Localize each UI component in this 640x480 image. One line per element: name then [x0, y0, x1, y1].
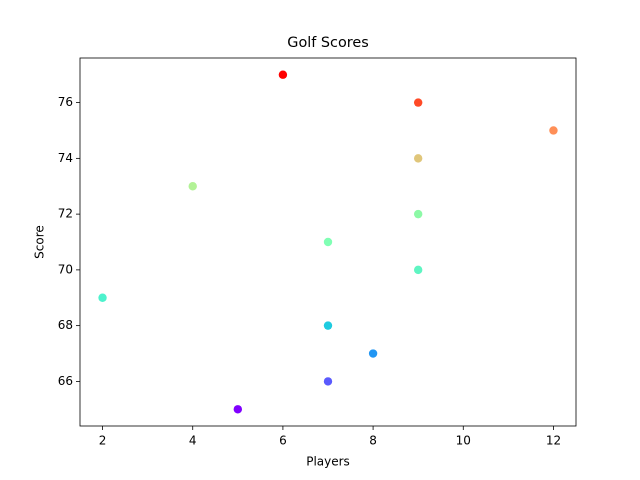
- y-tick-label: 72: [58, 207, 73, 221]
- point: [323, 321, 333, 330]
- point: [413, 265, 423, 275]
- x-axis-label: Players: [306, 455, 350, 469]
- point: [98, 293, 107, 302]
- point: [413, 154, 423, 163]
- plot-frame: [79, 57, 577, 427]
- y-tick-label: 70: [58, 262, 73, 276]
- y-axis-label: Score: [33, 225, 47, 259]
- y-tick-label: 74: [58, 151, 73, 165]
- point: [413, 209, 423, 219]
- y-tick-label: 66: [58, 374, 73, 388]
- point: [413, 98, 423, 107]
- point: [323, 237, 333, 247]
- point: [188, 182, 197, 191]
- x-tick-label: 10: [456, 434, 471, 448]
- point: [278, 70, 288, 79]
- point: [233, 405, 243, 414]
- x-tick-label: 12: [546, 434, 561, 448]
- x-tick-label: 8: [369, 434, 377, 448]
- x-tick-label: 6: [279, 434, 287, 448]
- x-tick-label: 4: [189, 434, 197, 448]
- x-tick-label: 2: [99, 434, 107, 448]
- point: [323, 377, 333, 386]
- point: [368, 349, 378, 358]
- point: [549, 126, 558, 135]
- y-tick-label: 68: [58, 318, 73, 332]
- y-tick-label: 76: [58, 95, 73, 109]
- chart-title: Golf Scores: [287, 35, 368, 51]
